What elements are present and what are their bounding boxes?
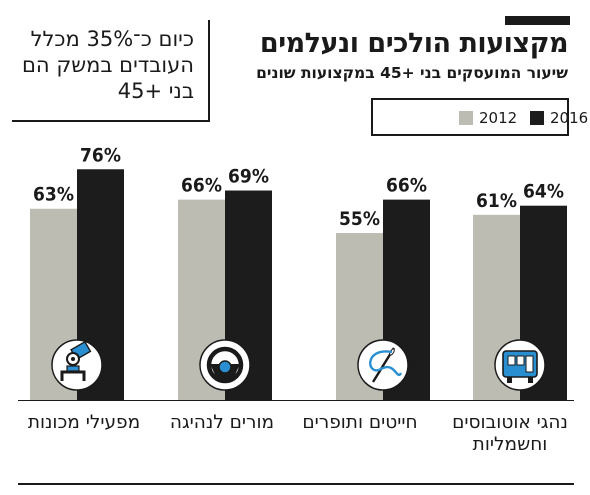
value-label-2016-tailors: 66% [386,175,427,197]
legend-label-2016: 2016 [550,109,589,127]
value-label-2016-bus-drivers: 64% [523,181,564,203]
category-label-tailors: חייטים ותופרים [302,412,418,433]
legend: 2016 2012 [371,98,588,136]
robotic-arm-icon [51,339,103,391]
chart-subtitle: שיעור המועסקים בני +45 במקצועות שונים [256,64,568,82]
category-label-driving-instructors: מורים לנהיגה [169,412,275,433]
needle-thread-icon [357,339,409,391]
category-label-bus-drivers: נהגי אוטובוסים וחשמליות [452,412,568,455]
chart-baseline [18,400,574,401]
legend-swatch-2016 [530,111,544,125]
value-label-2012-machine-operators: 63% [33,184,74,206]
legend-item-2016: 2016 [530,109,589,127]
legend-label-2012: 2012 [479,109,518,127]
title-accent-bar [505,16,570,25]
bottom-rule [18,483,574,485]
value-label-2012-bus-drivers: 61% [476,190,517,212]
callout-text: כיום כ־35% מכלל העובדים במשק הם בני +45 [21,27,194,103]
value-label-2012-driving-instructors: 66% [181,175,222,197]
callout-box: כיום כ־35% מכלל העובדים במשק הם בני +45 [12,20,210,122]
category-label-machine-operators: מפעילי מכונות [27,412,141,433]
chart-title: מקצועות הולכים ונעלמים [259,28,569,59]
legend-item-2012: 2012 [459,109,518,127]
value-label-2016-driving-instructors: 69% [228,166,269,188]
value-label-2016-machine-operators: 76% [80,144,121,166]
bus-icon [494,339,546,391]
steering-wheel-icon [199,339,251,391]
value-label-2012-tailors: 55% [339,208,380,230]
legend-swatch-2012 [459,111,473,125]
